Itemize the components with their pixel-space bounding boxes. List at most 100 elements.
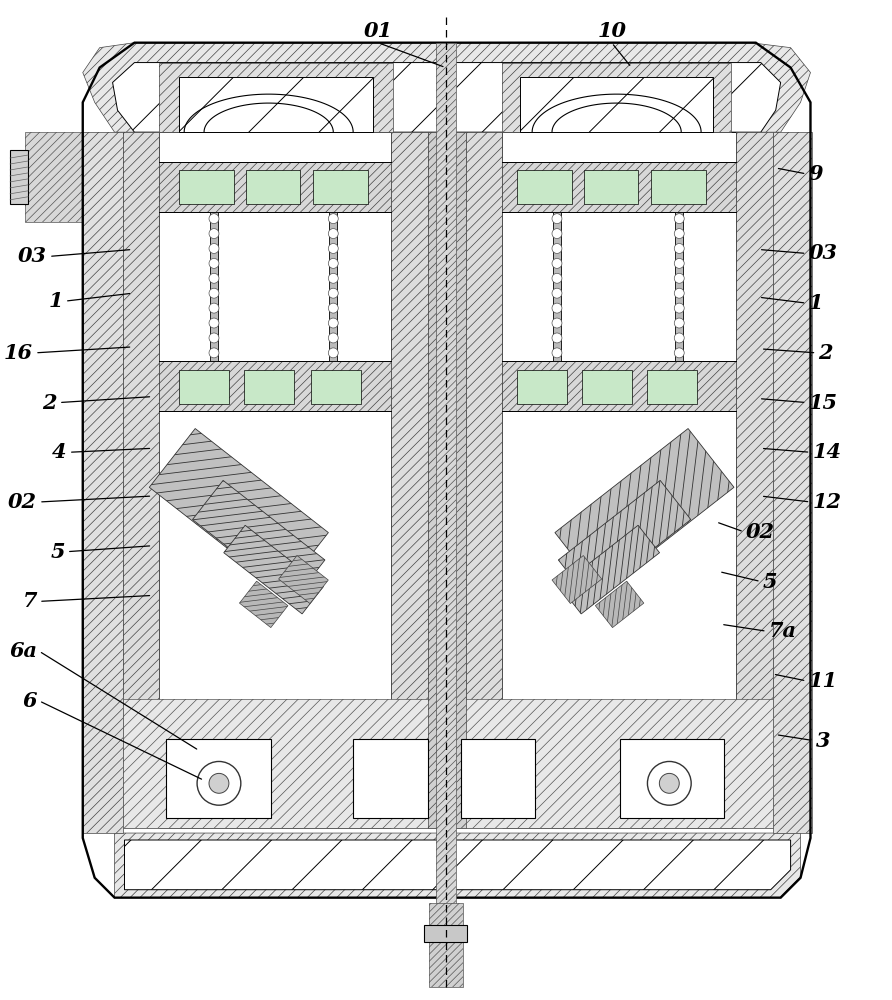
Polygon shape [122, 132, 160, 828]
Polygon shape [502, 162, 736, 212]
Polygon shape [149, 429, 328, 591]
Text: 6: 6 [22, 691, 37, 711]
Bar [353, 739, 428, 818]
Polygon shape [736, 132, 772, 828]
Circle shape [209, 258, 219, 268]
Polygon shape [428, 132, 466, 828]
Circle shape [328, 333, 338, 343]
Circle shape [659, 773, 679, 793]
Circle shape [674, 244, 684, 253]
Polygon shape [278, 556, 328, 604]
Circle shape [552, 273, 562, 283]
Polygon shape [239, 581, 288, 628]
Circle shape [209, 214, 219, 224]
Text: 7a: 7a [769, 621, 797, 641]
Circle shape [552, 303, 562, 313]
Polygon shape [560, 525, 659, 614]
Bar [313, 170, 368, 204]
Polygon shape [114, 833, 800, 898]
Polygon shape [125, 840, 790, 890]
Text: 2: 2 [819, 343, 833, 363]
Circle shape [552, 318, 562, 328]
Polygon shape [95, 55, 800, 890]
Text: 12: 12 [813, 492, 841, 512]
Text: 6a: 6a [9, 641, 37, 661]
Polygon shape [83, 43, 811, 132]
Text: 3: 3 [815, 731, 830, 751]
Bar [651, 170, 706, 204]
Circle shape [552, 244, 562, 253]
Circle shape [209, 348, 219, 358]
Polygon shape [112, 63, 780, 132]
Circle shape [209, 244, 219, 253]
Circle shape [328, 214, 338, 224]
Polygon shape [160, 361, 391, 411]
Circle shape [674, 273, 684, 283]
Polygon shape [83, 43, 811, 898]
Text: 10: 10 [597, 21, 626, 41]
Circle shape [674, 303, 684, 313]
Polygon shape [502, 361, 736, 411]
Circle shape [674, 288, 684, 298]
Circle shape [209, 773, 229, 793]
Circle shape [552, 229, 562, 239]
Text: 7: 7 [22, 591, 37, 611]
Bar [583, 170, 639, 204]
Circle shape [674, 258, 684, 268]
Circle shape [328, 318, 338, 328]
Polygon shape [429, 903, 463, 987]
Polygon shape [772, 132, 813, 833]
Text: 11: 11 [808, 671, 838, 691]
Text: 14: 14 [813, 442, 841, 462]
Polygon shape [25, 132, 83, 222]
Circle shape [209, 288, 219, 298]
Text: 1: 1 [808, 293, 823, 313]
Bar [311, 370, 361, 404]
Polygon shape [502, 132, 736, 828]
Bar [246, 170, 301, 204]
Bar [179, 170, 234, 204]
Polygon shape [558, 480, 690, 599]
Text: 15: 15 [808, 393, 838, 413]
Circle shape [328, 258, 338, 268]
Circle shape [552, 333, 562, 343]
Polygon shape [160, 162, 391, 212]
Circle shape [197, 761, 241, 805]
Circle shape [328, 303, 338, 313]
Bar [460, 739, 535, 818]
Polygon shape [520, 77, 713, 132]
Text: 01: 01 [364, 21, 392, 41]
Bar [517, 370, 567, 404]
Circle shape [552, 258, 562, 268]
Bar [675, 212, 683, 361]
Circle shape [648, 761, 691, 805]
Polygon shape [193, 480, 325, 599]
Text: 4: 4 [53, 442, 67, 462]
Circle shape [328, 244, 338, 253]
Circle shape [209, 303, 219, 313]
Circle shape [674, 348, 684, 358]
Circle shape [674, 229, 684, 239]
Bar [329, 212, 337, 361]
Polygon shape [391, 132, 428, 828]
Circle shape [552, 214, 562, 224]
Bar [10, 150, 28, 204]
Polygon shape [595, 581, 644, 628]
Text: 5: 5 [50, 542, 65, 562]
Circle shape [328, 229, 338, 239]
Polygon shape [224, 525, 324, 614]
Text: 2: 2 [43, 393, 57, 413]
Bar [179, 370, 229, 404]
Circle shape [328, 288, 338, 298]
Circle shape [209, 229, 219, 239]
Bar [244, 370, 293, 404]
Text: 02: 02 [8, 492, 37, 512]
Circle shape [674, 318, 684, 328]
Polygon shape [122, 699, 772, 828]
Circle shape [674, 333, 684, 343]
Text: 5: 5 [763, 572, 777, 592]
Bar [210, 212, 218, 361]
Bar [582, 370, 632, 404]
Text: 9: 9 [808, 164, 823, 184]
Polygon shape [160, 132, 391, 828]
